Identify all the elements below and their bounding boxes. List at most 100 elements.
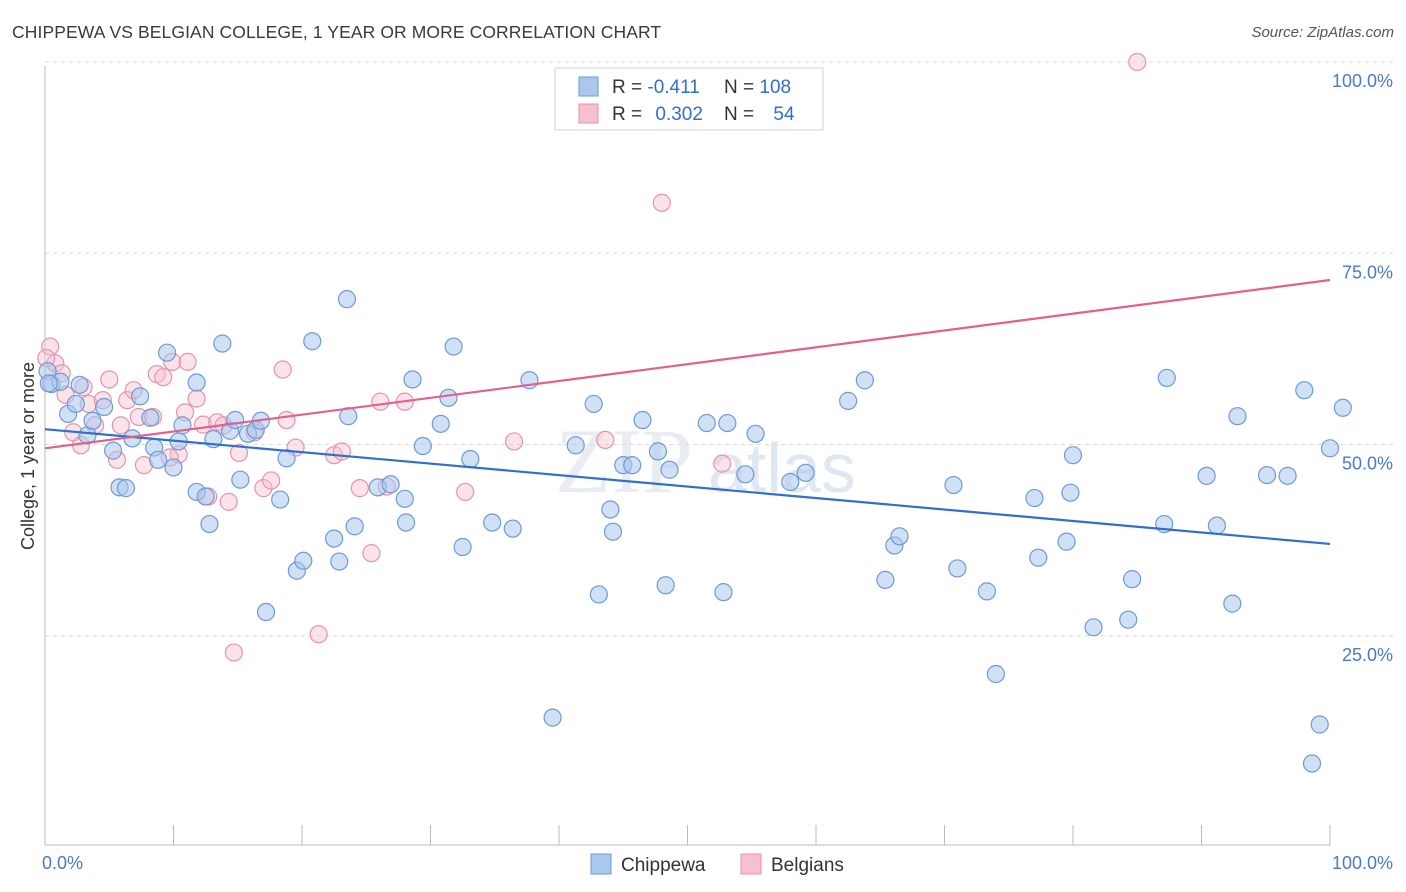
belgians-point (41, 337, 60, 356)
chippewa-point (413, 436, 432, 456)
legend-n-label-2: N = (724, 104, 759, 125)
chippewa-point (303, 332, 322, 351)
chippewa-point (839, 391, 858, 410)
chippewa-point (164, 458, 183, 477)
chippewa-point (1333, 398, 1352, 417)
svg-text:R = 0.302: R = 0.302 (612, 104, 703, 125)
chippewa-point (187, 373, 206, 392)
belgians-points (37, 52, 1147, 662)
belgians-point (224, 643, 243, 662)
belgians-point (596, 430, 615, 450)
chippewa-point (130, 387, 150, 406)
belgians-point (154, 368, 173, 387)
chippewa-point (714, 583, 733, 602)
chippewa-point (648, 442, 668, 461)
y-tick-label: 50.0% (1342, 454, 1393, 474)
chippewa-point (1157, 368, 1176, 388)
belgians-point (262, 471, 281, 490)
chippewa-point (83, 411, 102, 430)
belgians-point (652, 193, 671, 212)
legend-swatch-blue (578, 76, 599, 97)
legend-r-value-2: 0.302 (655, 104, 703, 125)
chippewa-point (623, 456, 642, 475)
series-label-belgians: Belgians (771, 855, 844, 876)
chippewa-point (104, 441, 123, 460)
chippewa-point (855, 371, 874, 390)
chippewa-point (601, 500, 620, 519)
chippewa-point (157, 343, 177, 362)
legend-r-label-2: R = (612, 104, 647, 125)
belgians-point (273, 360, 292, 379)
chippewa-point (196, 487, 215, 506)
belgians-point (178, 352, 197, 371)
y-axis-title: College, 1 year or more (18, 362, 38, 550)
axes (44, 66, 1331, 846)
trend-lines (44, 278, 1331, 546)
stats-legend: R = -0.411 N = 108 R = 0.302 N = 54 (554, 67, 824, 131)
chippewa-point (396, 513, 416, 532)
chippewa-point (1123, 570, 1142, 589)
chippewa-point (566, 436, 585, 455)
belgians-point (111, 416, 130, 435)
chippewa-point (1057, 532, 1076, 551)
chippewa-point (256, 602, 276, 622)
chippewa-point (231, 470, 250, 489)
chippewa-point (1302, 754, 1322, 773)
chippewa-point (444, 337, 463, 356)
svg-text:N = 108: N = 108 (724, 77, 791, 98)
chippewa-point (660, 460, 679, 479)
chippewa-point (944, 475, 963, 495)
chippewa-point (70, 375, 89, 394)
chippewa-point (746, 424, 765, 443)
series-swatch-belgians (740, 853, 762, 875)
legend-r-value-1: -0.411 (647, 77, 699, 98)
chippewa-point (66, 394, 85, 414)
belgians-point (504, 432, 524, 451)
belgians-point (219, 492, 238, 511)
legend-swatch-pink (578, 103, 599, 124)
chippewa-points (38, 290, 1352, 773)
belgians-point (350, 479, 369, 498)
svg-text:N = 54: N = 54 (724, 104, 795, 125)
belgians-point (362, 544, 381, 563)
chippewa-point (1029, 548, 1048, 567)
belgians-point (371, 392, 390, 411)
chippewa-point (294, 551, 313, 570)
belgians-point (1128, 52, 1147, 72)
chippewa-point (148, 450, 168, 469)
chippewa-point (39, 374, 58, 393)
chippewa-point (1278, 466, 1297, 485)
chippewa-point (633, 410, 652, 430)
chippewa-point (1084, 618, 1103, 637)
chippewa-point (395, 489, 414, 508)
belgians-point (277, 410, 296, 430)
chippewa-point (141, 408, 160, 427)
chippewa-point (736, 465, 755, 484)
chippewa-point (543, 708, 562, 727)
chippewa-point (381, 475, 400, 494)
chippewa-point (1197, 466, 1216, 485)
chippewa-point (1228, 407, 1247, 426)
chippewa-point (1257, 466, 1277, 485)
chippewa-point (337, 290, 357, 309)
chippewa-point (1119, 610, 1138, 629)
legend-n-value-1: 108 (759, 77, 791, 98)
tick-labels: 25.0% 50.0% 75.0% 100.0% 0.0% 100.0% (42, 71, 1393, 873)
chippewa-point (1320, 439, 1340, 458)
chippewa-point (1025, 488, 1044, 508)
belgians-trend-line (44, 278, 1331, 450)
series-swatch-chippewa (590, 853, 612, 875)
svg-text:R = -0.411: R = -0.411 (612, 77, 700, 98)
source-label: Source: ZipAtlas.com (1251, 24, 1394, 41)
chippewa-point (1063, 446, 1083, 465)
chippewa-point (1223, 594, 1242, 613)
belgians-point (100, 370, 119, 389)
legend-n-label-1: N = (724, 77, 759, 98)
chippewa-point (226, 410, 245, 430)
chippewa-point (697, 413, 716, 433)
chippewa-point (439, 388, 458, 407)
belgians-point (713, 454, 732, 473)
chippewa-point (200, 514, 219, 534)
chippewa-point (890, 527, 909, 546)
